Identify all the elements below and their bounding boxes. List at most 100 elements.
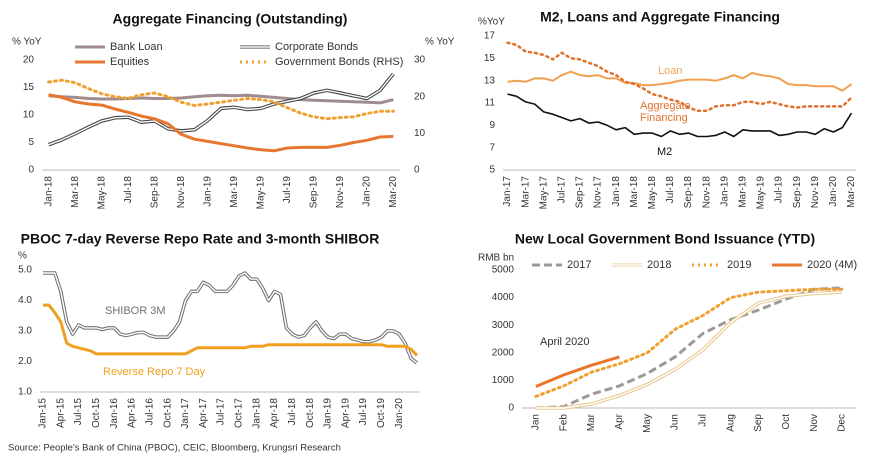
x-tick-label: Jul-17: [216, 398, 227, 426]
x-tick-label: Aug: [725, 414, 736, 432]
series-line: [535, 355, 620, 388]
x-tick-label: Jul-18: [665, 176, 676, 204]
x-tick-label: Jan-19: [323, 398, 334, 429]
x-tick-label: May-18: [647, 176, 658, 210]
x-tick-label: Apr-15: [55, 398, 66, 428]
y-axis-label: % YoY: [12, 37, 42, 48]
x-tick-label: Jan-20: [361, 176, 372, 207]
x-tick-label: Jan-16: [109, 398, 120, 429]
x-tick-label: Jan-17: [502, 176, 513, 207]
y-tick-label: 5000: [492, 265, 515, 276]
x-tick-label: Nov-17: [593, 176, 604, 209]
x-tick-label: May: [642, 414, 653, 433]
source: Source: People's Bank of China (PBOC), C…: [8, 443, 341, 454]
legend-label: Bank Loan: [110, 41, 163, 53]
chart-title: New Local Government Bond Issuance (YTD): [515, 231, 815, 247]
y-tick-label: 15: [484, 53, 496, 64]
x-tick-label: Mar: [586, 413, 597, 431]
series-line: [534, 287, 844, 398]
x-tick-label: Jan-18: [251, 398, 262, 429]
x-tick-label: Oct-15: [91, 398, 102, 428]
y-tick-label: 1000: [492, 375, 515, 386]
x-tick-label: Jul-18: [287, 398, 298, 426]
y-tick-label: 11: [485, 98, 496, 109]
x-tick-label: Mar-19: [229, 176, 240, 208]
x-tick-label: Nov: [809, 414, 820, 432]
x-tick-label: Jul-19: [282, 176, 293, 204]
x-tick-label: Sep-17: [575, 176, 586, 209]
x-tick-label: May-18: [96, 176, 107, 210]
x-tick-label: Sep: [753, 414, 764, 432]
y-tick-label: 0: [28, 165, 34, 176]
y-tick-label: 3.0: [18, 326, 32, 337]
series-line: [507, 70, 853, 92]
x-tick-label: Jul-18: [123, 176, 134, 204]
legend-label: 2019: [727, 259, 751, 271]
x-tick-label: Oct-17: [234, 398, 245, 428]
x-tick-label: May-17: [538, 176, 549, 210]
chart-title: PBOC 7-day Reverse Repo Rate and 3-month…: [21, 231, 380, 247]
x-tick-label: Oct-16: [162, 398, 173, 428]
x-tick-label: Jan-18: [611, 176, 622, 207]
x-tick-label: Sep-18: [683, 176, 694, 209]
y-tick-label: 7: [489, 142, 495, 153]
x-tick-label: Mar-17: [520, 176, 531, 208]
legend-label: 2020 (4M): [807, 259, 857, 271]
y-tick-label: 2.0: [18, 356, 32, 367]
series-line: [535, 290, 843, 410]
y-tick-label: 2000: [492, 347, 515, 358]
x-tick-label: Sep-18: [149, 176, 160, 209]
series-label: Loan: [658, 65, 682, 77]
x-tick-label: Nov-19: [335, 176, 346, 209]
y-tick-label: 5.0: [18, 265, 32, 276]
legend-label: Government Bonds (RHS): [275, 56, 403, 68]
y-tick-label: 5: [28, 137, 34, 148]
x-tick-label: Jul-15: [73, 398, 84, 426]
x-tick-label: Nov-18: [701, 176, 712, 209]
x-tick-label: Jan-20: [828, 176, 839, 207]
y-tick-label: 0: [508, 403, 514, 414]
x-tick-label: Apr-19: [340, 398, 351, 428]
series-line-inner: [535, 291, 843, 409]
y-tick-label: 4.0: [18, 295, 32, 306]
y2-tick-label: 30: [414, 55, 426, 66]
x-tick-label: Jul-19: [774, 176, 785, 204]
y2-tick-label: 0: [414, 165, 420, 176]
chart-title: M2, Loans and Aggregate Financing: [540, 9, 780, 25]
x-tick-label: Mar-20: [388, 176, 399, 208]
annotation: April 2020: [540, 336, 590, 348]
y-tick-label: 1.0: [18, 387, 32, 398]
x-tick-label: Apr-18: [269, 398, 280, 428]
series-line: [507, 93, 853, 138]
y-axis-label: %: [18, 251, 27, 262]
y-tick-label: 10: [23, 110, 35, 121]
series-label: M2: [657, 146, 672, 158]
x-tick-label: Jul: [698, 414, 709, 427]
y-axis-label: %YoY: [478, 17, 505, 28]
y-tick-label: 4000: [492, 292, 515, 303]
y2-tick-label: 10: [414, 128, 426, 139]
x-tick-label: Apr-16: [127, 398, 138, 428]
x-tick-label: Mar-18: [629, 176, 640, 208]
x-tick-label: Apr-17: [198, 398, 209, 428]
y2-tick-label: 20: [414, 91, 426, 102]
x-tick-label: Jan-17: [180, 398, 191, 429]
series-label: SHIBOR 3M: [105, 305, 166, 317]
y-tick-label: 5: [489, 165, 495, 176]
x-tick-label: Oct-19: [376, 398, 387, 428]
x-tick-label: Jul-16: [144, 398, 155, 426]
x-tick-label: Jan-18: [43, 176, 54, 207]
series-line: [506, 41, 853, 113]
series-line-inner: [43, 272, 418, 364]
x-tick-label: Dec: [837, 414, 848, 432]
x-tick-label: Jan-15: [38, 398, 49, 429]
series-line-inner: [48, 73, 394, 146]
x-tick-label: Oct-18: [305, 398, 316, 428]
series-line: [48, 93, 394, 105]
series-line: [48, 93, 394, 153]
x-tick-label: Jul-19: [358, 398, 369, 426]
series-line: [43, 271, 419, 365]
y-tick-label: 20: [23, 55, 35, 66]
legend-label: Corporate Bonds: [275, 41, 359, 53]
